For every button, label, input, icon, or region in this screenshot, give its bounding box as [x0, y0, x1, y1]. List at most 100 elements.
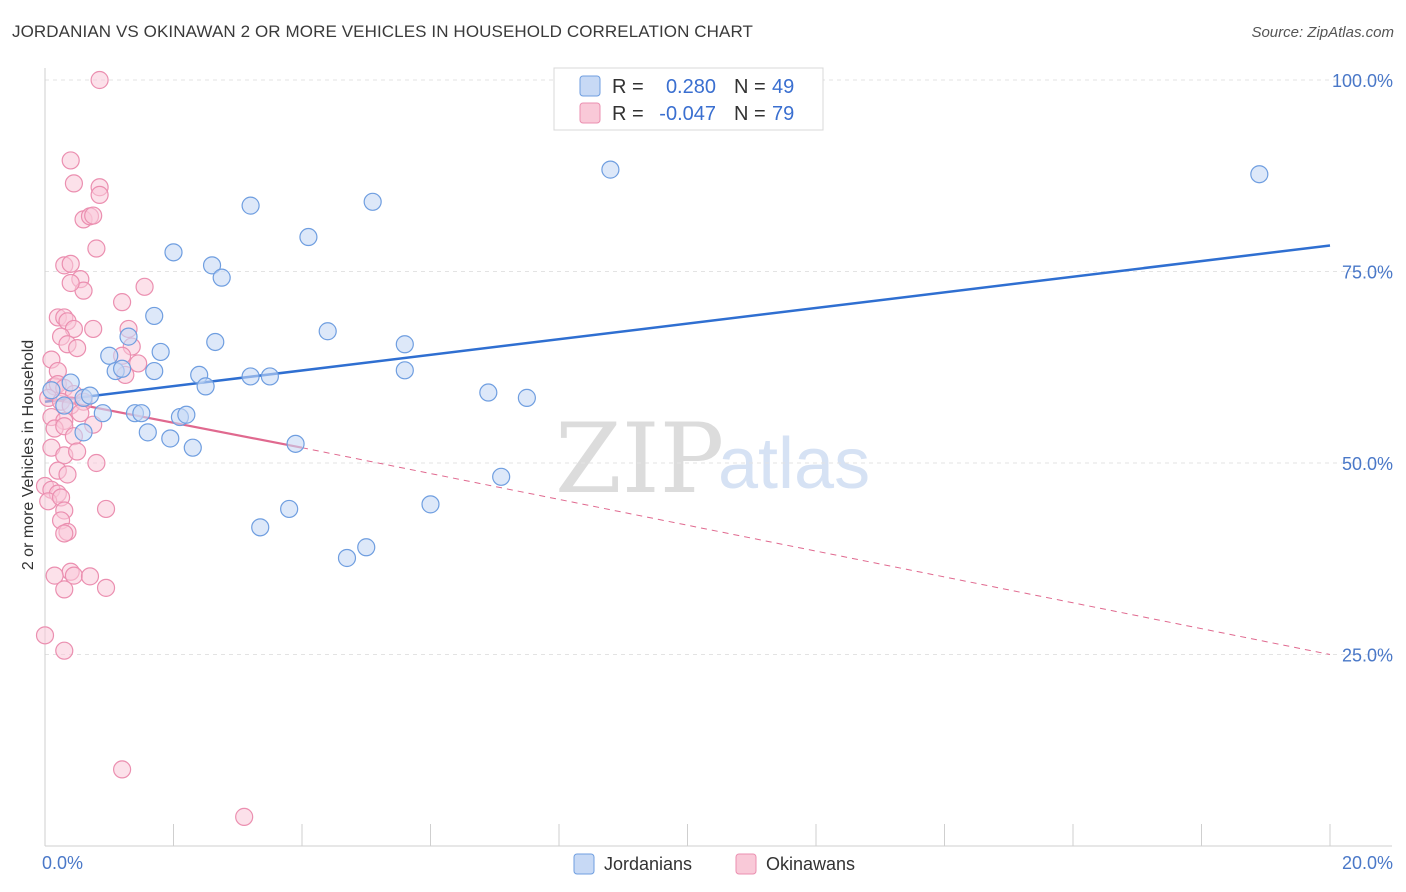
jordanian-point	[206, 332, 225, 352]
x-tick-label-max: 20.0%	[1342, 853, 1393, 873]
chart-title: JORDANIAN VS OKINAWAN 2 OR MORE VEHICLES…	[12, 22, 754, 41]
bottom-legend-okinawans: Okinawans	[766, 854, 855, 874]
jordanian-point	[421, 495, 440, 514]
jordanian-points	[42, 160, 1269, 568]
jordanian-point	[517, 388, 536, 407]
jordanian-point	[299, 227, 318, 247]
okinawan-point	[58, 465, 77, 484]
okinawan-point	[35, 626, 55, 645]
axes	[44, 68, 1392, 847]
okinawan-point	[61, 273, 80, 293]
okinawan-point	[135, 277, 154, 296]
jordanian-point	[138, 423, 157, 442]
y-axis-label: 2 or more Vehicles in Household	[20, 340, 37, 570]
legend-n-value-2: 79	[772, 103, 794, 125]
okinawan-point	[87, 453, 106, 473]
legend-n-label-2: N =	[734, 103, 766, 125]
legend-r-label-1: R =	[612, 76, 644, 98]
okinawan-point	[61, 254, 80, 273]
jordanian-point	[337, 548, 357, 568]
legend-r-value-1: 0.280	[666, 76, 716, 98]
okinawan-point	[90, 185, 109, 204]
okinawan-point	[96, 578, 116, 597]
jordanian-point	[196, 377, 215, 396]
jordanian-point	[601, 160, 620, 179]
okinawan-point	[68, 442, 87, 461]
legend-swatch-jordanian	[579, 75, 601, 97]
source-credit: Source: ZipAtlas.com	[1251, 24, 1394, 41]
y-tick-label: 25.0%	[1342, 646, 1393, 666]
okinawan-point	[80, 567, 100, 586]
okinawan-point	[90, 70, 109, 90]
bottom-legend-swatch-jordanian	[573, 853, 595, 875]
legend-r-value-2: -0.047	[659, 103, 716, 125]
gridlines	[45, 79, 1392, 655]
okinawan-point	[84, 319, 103, 339]
jordanian-point	[212, 268, 231, 287]
jordanian-point	[202, 256, 222, 275]
okinawan-point	[112, 293, 132, 312]
jordanian-point	[164, 243, 183, 262]
x-tick-label-min: 0.0%	[42, 853, 83, 873]
jordanian-point	[479, 383, 498, 402]
legend-n-value-1: 49	[772, 76, 794, 98]
jordanian-point	[42, 381, 61, 400]
jordanian-point	[100, 346, 119, 365]
okinawan-point	[55, 524, 74, 543]
okinawan-point	[129, 354, 148, 373]
tick-labels: 25.0% 50.0% 75.0% 100.0% 0.0% 20.0%	[42, 71, 1393, 873]
okinawan-point	[45, 566, 64, 585]
legend-r-label-2: R =	[612, 103, 644, 125]
jordanian-point	[112, 359, 132, 378]
okinawan-point	[87, 239, 106, 258]
jordanian-point	[395, 335, 414, 354]
okinawan-point	[55, 580, 74, 599]
legend-n-label-1: N =	[734, 76, 766, 98]
jordanian-point	[395, 361, 414, 380]
okinawan-point	[96, 499, 116, 519]
series-legend: Jordanians Okinawans	[573, 853, 855, 875]
jordanian-point	[80, 386, 100, 405]
y-tick-label: 100.0%	[1332, 71, 1393, 91]
jordanian-point	[145, 306, 164, 326]
okinawan-point	[112, 760, 132, 779]
jordanian-point	[1250, 165, 1269, 184]
y-tick-label: 75.0%	[1342, 263, 1393, 283]
jordanian-point	[286, 434, 305, 453]
jordanian-point	[363, 192, 382, 211]
jordanian-point	[93, 404, 112, 423]
watermark-atlas: atlas	[718, 424, 870, 504]
jordanian-point	[177, 405, 196, 424]
bottom-legend-jordanians: Jordanians	[604, 854, 692, 874]
jordanian-point	[61, 373, 80, 392]
okinawan-trend-extension	[301, 447, 1331, 655]
jordanian-point	[241, 367, 260, 386]
jordanian-point	[74, 423, 93, 442]
okinawan-point	[64, 174, 84, 193]
legend-swatch-okinawan	[579, 102, 601, 124]
jordanian-point	[161, 429, 180, 448]
okinawan-point	[68, 339, 87, 358]
okinawan-point	[61, 151, 80, 170]
bottom-legend-swatch-okinawan	[735, 853, 757, 875]
jordanian-point	[183, 438, 202, 457]
jordanian-point	[280, 499, 299, 519]
okinawan-point	[55, 641, 74, 660]
jordanian-point	[151, 342, 170, 362]
jordanian-point	[318, 322, 337, 341]
jordanian-point	[119, 327, 138, 346]
y-tick-label: 50.0%	[1342, 454, 1393, 474]
jordanian-trend-line	[44, 244, 1331, 403]
jordanian-point	[132, 404, 151, 423]
jordanian-point	[55, 396, 74, 415]
jordanian-point	[241, 196, 260, 215]
okinawan-point	[235, 807, 254, 826]
jordanian-point	[145, 361, 164, 381]
watermark-zip: ZIP	[555, 403, 724, 515]
correlation-legend: R = 0.280 N = 49 R = -0.047 N = 79	[553, 67, 824, 131]
jordanian-point	[357, 538, 376, 557]
okinawan-point	[84, 206, 103, 225]
okinawan-points	[35, 70, 254, 826]
jordanian-point	[260, 367, 279, 386]
